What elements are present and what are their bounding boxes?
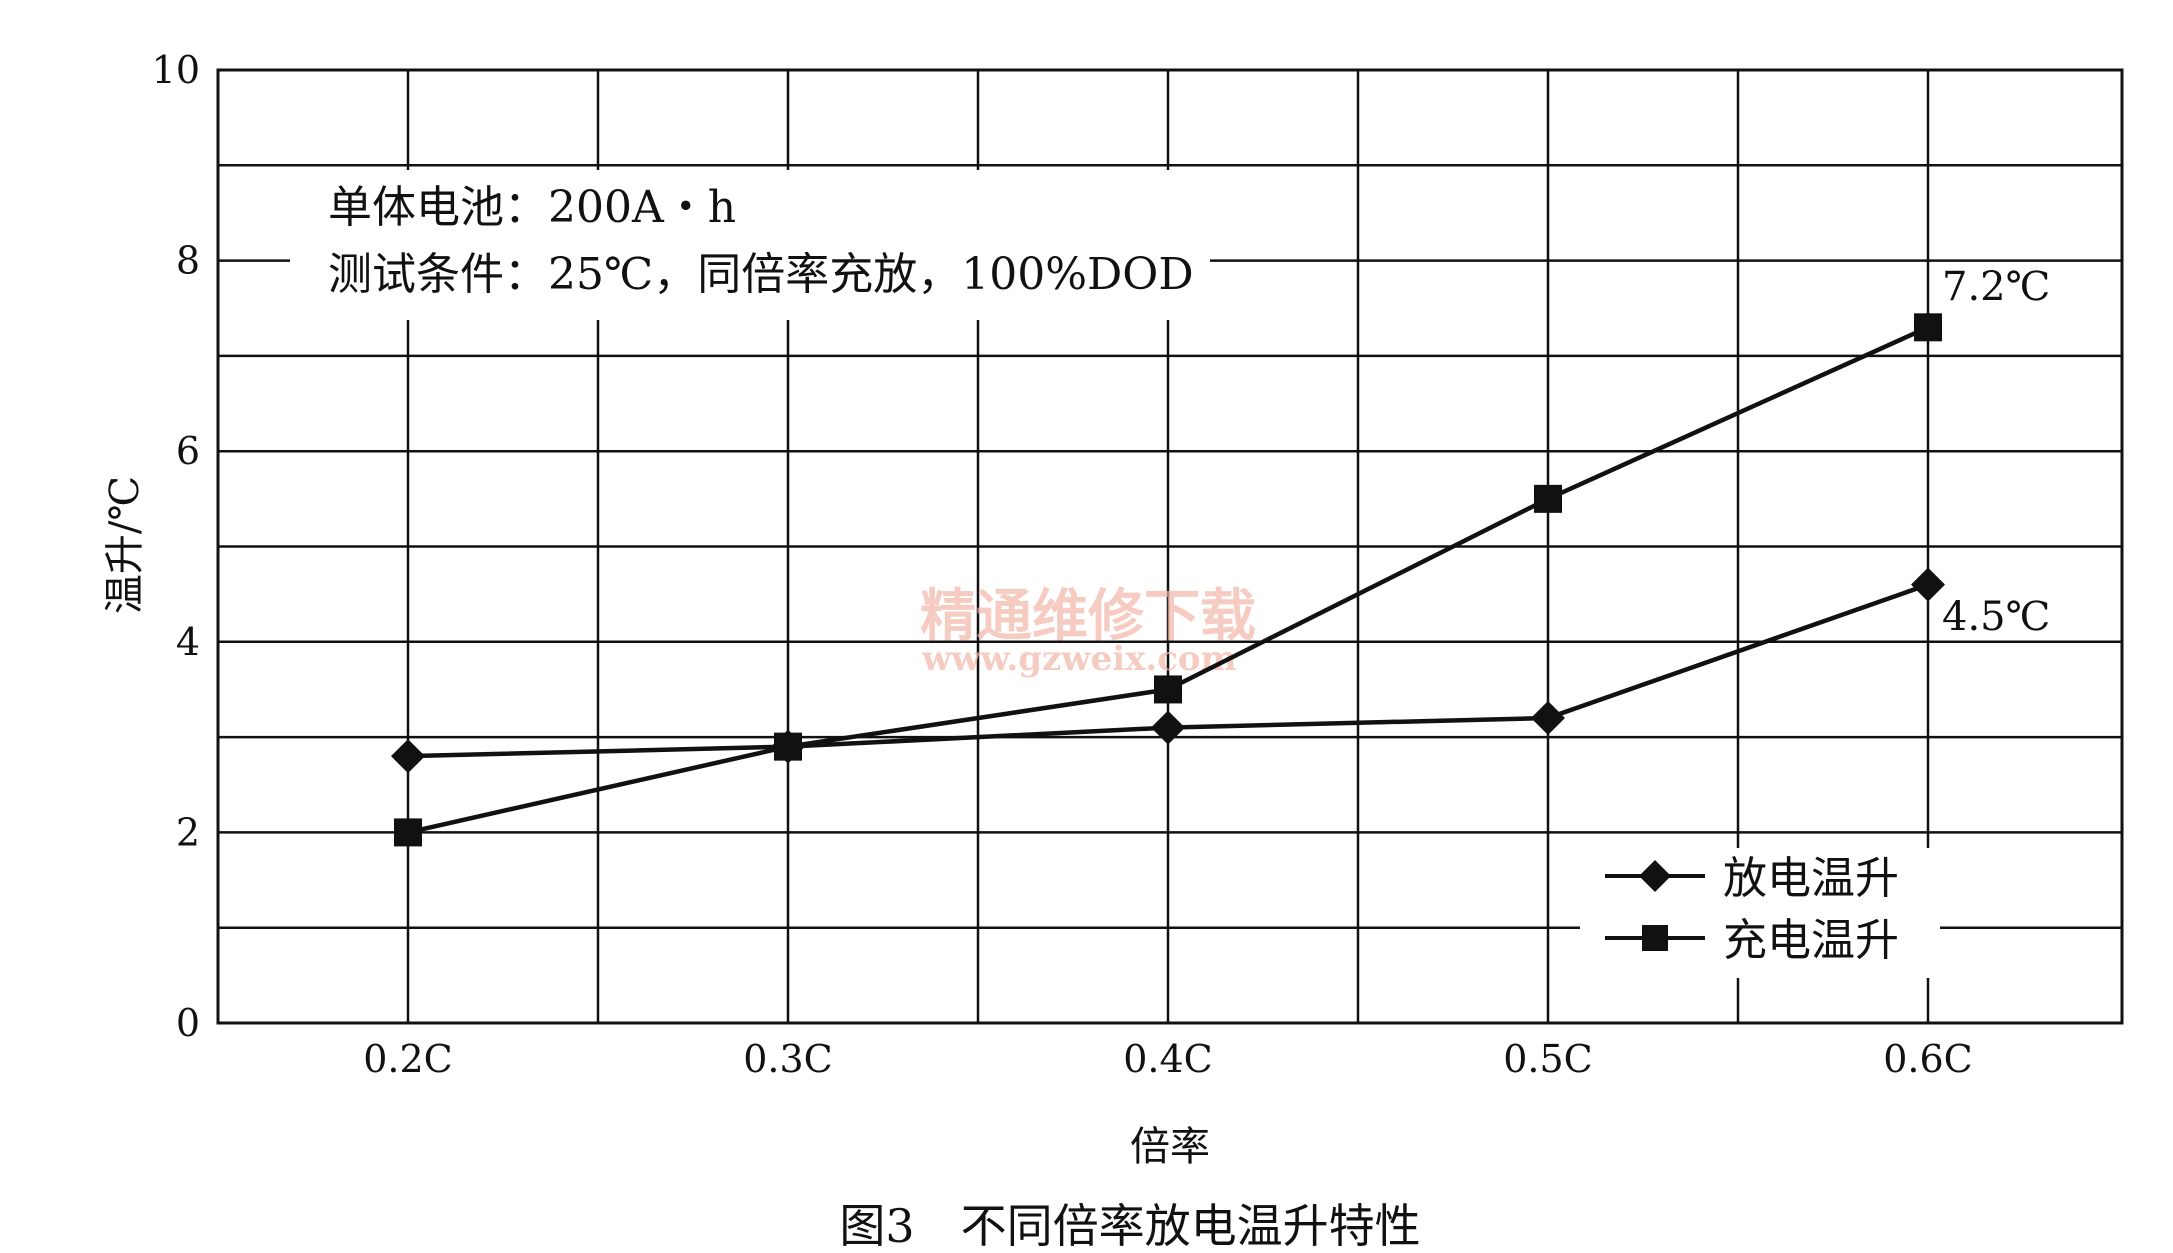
legend-marker-discharge — [1639, 860, 1671, 892]
x-axis-label: 倍率 — [1130, 1124, 1210, 1170]
data-point-discharge — [1531, 701, 1565, 736]
x-tick-labels: 0.2C 0.3C 0.4C 0.5C 0.6C — [363, 1037, 1973, 1081]
x-tick-label: 0.3C — [743, 1037, 833, 1081]
x-tick-label: 0.5C — [1503, 1037, 1593, 1081]
data-point-discharge — [1151, 710, 1185, 745]
data-point-discharge — [391, 739, 425, 774]
y-tick-label: 2 — [176, 810, 200, 854]
note-box — [290, 170, 1210, 320]
y-tick-label: 6 — [176, 429, 200, 473]
note-line-1: 单体电池：200A・h — [328, 182, 736, 233]
legend-marker-charge — [1642, 925, 1668, 951]
annotation-charge-end: 7.2℃ — [1942, 264, 2050, 310]
y-tick-label: 0 — [176, 1001, 200, 1045]
legend-label-discharge: 放电温升 — [1723, 853, 1899, 904]
figure-caption: 图3 不同倍率放电温升特性 — [839, 1199, 1420, 1253]
watermark-text: 精通维修下载 — [920, 583, 1256, 649]
x-tick-label: 0.6C — [1883, 1037, 1973, 1081]
watermark-url: www.gzweix.com — [921, 639, 1237, 679]
y-tick-label: 4 — [176, 620, 200, 664]
data-point-charge — [1534, 484, 1562, 513]
y-tick-label: 10 — [152, 48, 200, 92]
series-group — [391, 313, 1945, 847]
legend-label-charge: 充电温升 — [1723, 915, 1899, 966]
data-point-charge — [394, 818, 422, 847]
legend-box — [1580, 848, 1940, 978]
data-point-charge — [1154, 675, 1182, 704]
data-point-charge — [774, 732, 802, 761]
x-tick-label: 0.4C — [1123, 1037, 1213, 1081]
note-line-2: 测试条件：25℃，同倍率充放，100%DOD — [328, 249, 1194, 300]
y-axis-label: 温升/℃ — [102, 476, 148, 614]
x-tick-label: 0.2C — [363, 1037, 453, 1081]
y-tick-label: 8 — [176, 239, 200, 283]
data-point-discharge — [1911, 567, 1945, 602]
data-point-charge — [1914, 313, 1942, 342]
y-tick-labels: 0 2 4 6 8 10 — [152, 48, 200, 1045]
annotation-discharge-end: 4.5℃ — [1942, 594, 2050, 640]
plot-frame — [216, 68, 2124, 1025]
